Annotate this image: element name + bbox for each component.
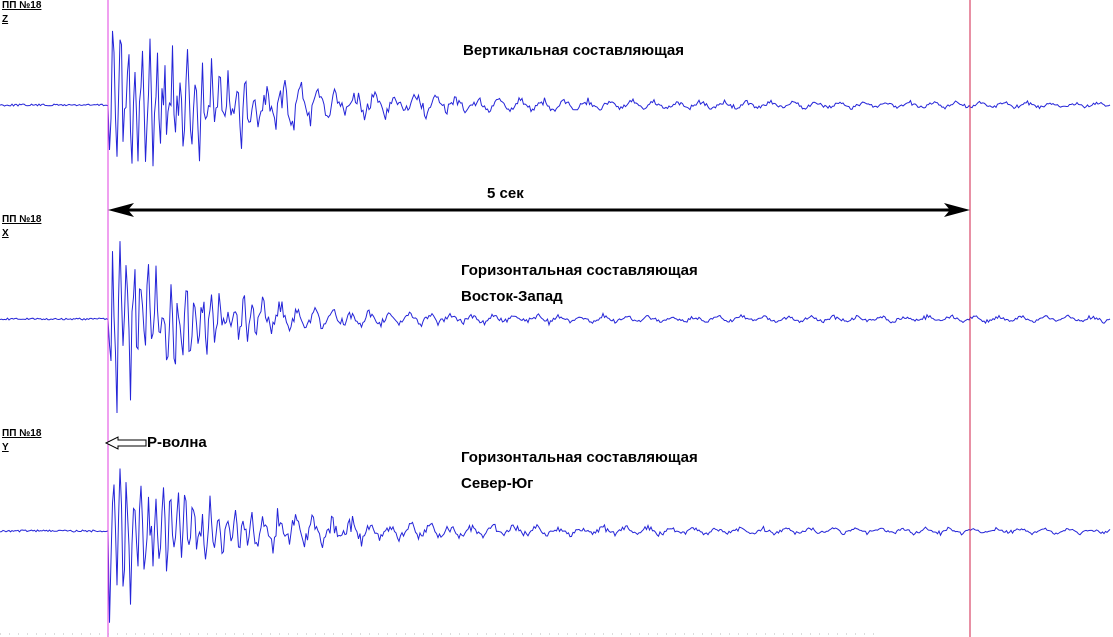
station-label: ПП №18 (2, 428, 42, 439)
station-label: ПП №18 (2, 214, 42, 225)
labels: ПП №18 Z Вертикальная составляющая ПП №18 X Г… (2, 0, 698, 492)
component-label: Y (2, 442, 9, 453)
p-wave-arrow (104, 436, 147, 450)
caption: Горизонтальная составляющая (461, 449, 698, 466)
component-label: Z (2, 14, 8, 25)
caption: Вертикальная составляющая (463, 42, 684, 59)
caption: Восток-Запад (461, 288, 563, 305)
p-wave-label: P-волна (147, 434, 207, 451)
station-label: ПП №18 (2, 0, 42, 11)
traces (0, 30, 1111, 623)
duration-arrow (108, 203, 970, 217)
waveform (0, 30, 1111, 167)
caption: Горизонтальная составляющая (461, 262, 698, 279)
component-label: X (2, 228, 9, 239)
waveform (0, 241, 1111, 414)
caption: Север-Юг (461, 475, 533, 492)
duration-label: 5 сек (487, 185, 524, 202)
waveform (0, 468, 1111, 623)
